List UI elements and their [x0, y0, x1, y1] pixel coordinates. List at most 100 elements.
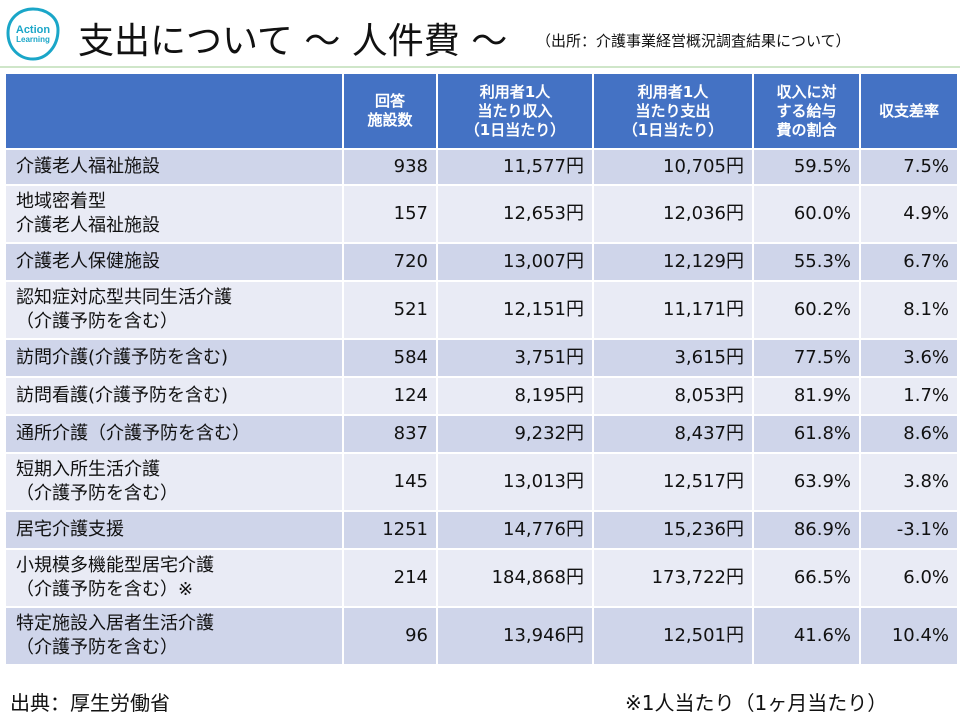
cell-count: 96 [342, 606, 438, 666]
cell-expense: 11,171円 [592, 280, 754, 340]
header-salary-ratio: 収入に対 する給与 費の割合 [752, 72, 861, 150]
cell-margin: 3.6% [859, 338, 959, 378]
cell-count: 584 [342, 338, 438, 378]
cell-count: 1251 [342, 510, 438, 550]
cell-facility-type: 小規模多機能型居宅介護 （介護予防を含む）※ [4, 548, 344, 608]
cell-income: 184,868円 [436, 548, 594, 608]
cell-expense: 173,722円 [592, 548, 754, 608]
cell-salary-ratio: 55.3% [752, 242, 861, 282]
cell-facility-type: 居宅介護支援 [4, 510, 344, 550]
header-text: 利用者1人 当たり支出 （1日当たり） [622, 82, 724, 139]
header-response-count: 回答 施設数 [342, 72, 438, 150]
cell-expense: 8,437円 [592, 414, 754, 454]
cell-income: 12,151円 [436, 280, 594, 340]
cell-count: 124 [342, 376, 438, 416]
table-row: 小規模多機能型居宅介護 （介護予防を含む）※ 214 184,868円 173,722… [4, 548, 959, 608]
footer-source: 出典：厚生労働省 [10, 691, 170, 715]
cell-expense: 12,501円 [592, 606, 754, 666]
cell-income: 12,653円 [436, 184, 594, 244]
cell-salary-ratio: 41.6% [752, 606, 861, 666]
cell-salary-ratio: 61.8% [752, 414, 861, 454]
cell-income: 9,232円 [436, 414, 594, 454]
cell-expense: 15,236円 [592, 510, 754, 550]
cell-count: 521 [342, 280, 438, 340]
logo-line2: Learning [16, 34, 50, 44]
cell-margin: 10.4% [859, 606, 959, 666]
cell-salary-ratio: 59.5% [752, 148, 861, 186]
cell-count: 214 [342, 548, 438, 608]
table-row: 居宅介護支援 1251 14,776円 15,236円 86.9% -3.1% [4, 510, 959, 550]
cell-margin: 7.5% [859, 148, 959, 186]
table-row: 介護老人保健施設 720 13,007円 12,129円 55.3% 6.7% [4, 242, 959, 282]
cell-salary-ratio: 60.2% [752, 280, 861, 340]
header-text: 収支差率 [878, 101, 939, 120]
cell-facility-type: 訪問介護(介護予防を含む) [4, 338, 344, 378]
table-row: 地域密着型 介護老人福祉施設 157 12,653円 12,036円 60.0% 4.9% [4, 184, 959, 244]
cell-expense: 8,053円 [592, 376, 754, 416]
cell-salary-ratio: 63.9% [752, 452, 861, 512]
title-divider [0, 66, 960, 68]
table-row: 特定施設入居者生活介護 （介護予防を含む） 96 13,946円 12,501円 41.… [4, 606, 959, 666]
cell-facility-type: 短期入所生活介護 （介護予防を含む） [4, 452, 344, 512]
cell-facility-type: 介護老人保健施設 [4, 242, 344, 282]
cell-count: 720 [342, 242, 438, 282]
header-income-per-user: 利用者1人 当たり収入 （1日当たり） [436, 72, 594, 150]
cell-salary-ratio: 86.9% [752, 510, 861, 550]
cell-expense: 10,705円 [592, 148, 754, 186]
cell-count: 157 [342, 184, 438, 244]
cell-facility-type: 特定施設入居者生活介護 （介護予防を含む） [4, 606, 344, 666]
header-text: 利用者1人 当たり収入 （1日当たり） [464, 82, 566, 139]
cell-expense: 12,517円 [592, 452, 754, 512]
cell-income: 3,751円 [436, 338, 594, 378]
table-body: 介護老人福祉施設 938 11,577円 10,705円 59.5% 7.5% 地域密着型 … [4, 148, 959, 666]
cell-margin: 3.8% [859, 452, 959, 512]
cell-income: 13,013円 [436, 452, 594, 512]
action-learning-logo: Action Learning [5, 6, 61, 62]
cell-facility-type: 訪問看護(介護予防を含む) [4, 376, 344, 416]
table-row: 認知症対応型共同生活介護 （介護予防を含む） 521 12,151円 11,171円 6… [4, 280, 959, 340]
table-row: 介護老人福祉施設 938 11,577円 10,705円 59.5% 7.5% [4, 148, 959, 186]
page-title: 支出について ～ 人件費 ～ [78, 21, 508, 62]
header-text: 収入に対 する給与 費の割合 [776, 82, 837, 139]
table-row: 訪問介護(介護予防を含む) 584 3,751円 3,615円 77.5% 3.6% [4, 338, 959, 378]
cell-margin: 4.9% [859, 184, 959, 244]
cell-salary-ratio: 81.9% [752, 376, 861, 416]
cell-margin: 1.7% [859, 376, 959, 416]
cell-salary-ratio: 77.5% [752, 338, 861, 378]
table-row: 短期入所生活介護 （介護予防を含む） 145 13,013円 12,517円 63.9%… [4, 452, 959, 512]
expense-table-container: 回答 施設数 利用者1人 当たり収入 （1日当たり） 利用者1人 当たり支出 （… [4, 72, 959, 666]
cell-facility-type: 介護老人福祉施設 [4, 148, 344, 186]
cell-facility-type: 通所介護（介護予防を含む） [4, 414, 344, 454]
header-text: 回答 施設数 [367, 92, 413, 129]
cell-count: 938 [342, 148, 438, 186]
cell-facility-type: 認知症対応型共同生活介護 （介護予防を含む） [4, 280, 344, 340]
cell-expense: 3,615円 [592, 338, 754, 378]
cell-margin: 8.1% [859, 280, 959, 340]
cell-margin: 6.0% [859, 548, 959, 608]
cell-income: 11,577円 [436, 148, 594, 186]
cell-count: 145 [342, 452, 438, 512]
cell-expense: 12,129円 [592, 242, 754, 282]
table-header-row: 回答 施設数 利用者1人 当たり収入 （1日当たり） 利用者1人 当たり支出 （… [4, 72, 959, 150]
cell-salary-ratio: 66.5% [752, 548, 861, 608]
cell-margin: 6.7% [859, 242, 959, 282]
header-expense-per-user: 利用者1人 当たり支出 （1日当たり） [592, 72, 754, 150]
title-source: （出所：介護事業経営概況調査結果について） [536, 32, 851, 50]
cell-facility-type: 地域密着型 介護老人福祉施設 [4, 184, 344, 244]
cell-salary-ratio: 60.0% [752, 184, 861, 244]
cell-income: 8,195円 [436, 376, 594, 416]
logo-line1: Action [15, 23, 51, 36]
cell-margin: -3.1% [859, 510, 959, 550]
cell-income: 13,007円 [436, 242, 594, 282]
header-margin-rate: 収支差率 [859, 72, 959, 150]
cell-expense: 12,036円 [592, 184, 754, 244]
table-row: 通所介護（介護予防を含む） 837 9,232円 8,437円 61.8% 8.6% [4, 414, 959, 454]
header-facility-type [4, 72, 344, 150]
cell-income: 13,946円 [436, 606, 594, 666]
cell-income: 14,776円 [436, 510, 594, 550]
table-row: 訪問看護(介護予防を含む) 124 8,195円 8,053円 81.9% 1.7% [4, 376, 959, 416]
expense-table: 回答 施設数 利用者1人 当たり収入 （1日当たり） 利用者1人 当たり支出 （… [4, 72, 959, 666]
cell-margin: 8.6% [859, 414, 959, 454]
cell-count: 837 [342, 414, 438, 454]
footer-note: ※1人当たり（1ヶ月当たり） [625, 691, 888, 715]
